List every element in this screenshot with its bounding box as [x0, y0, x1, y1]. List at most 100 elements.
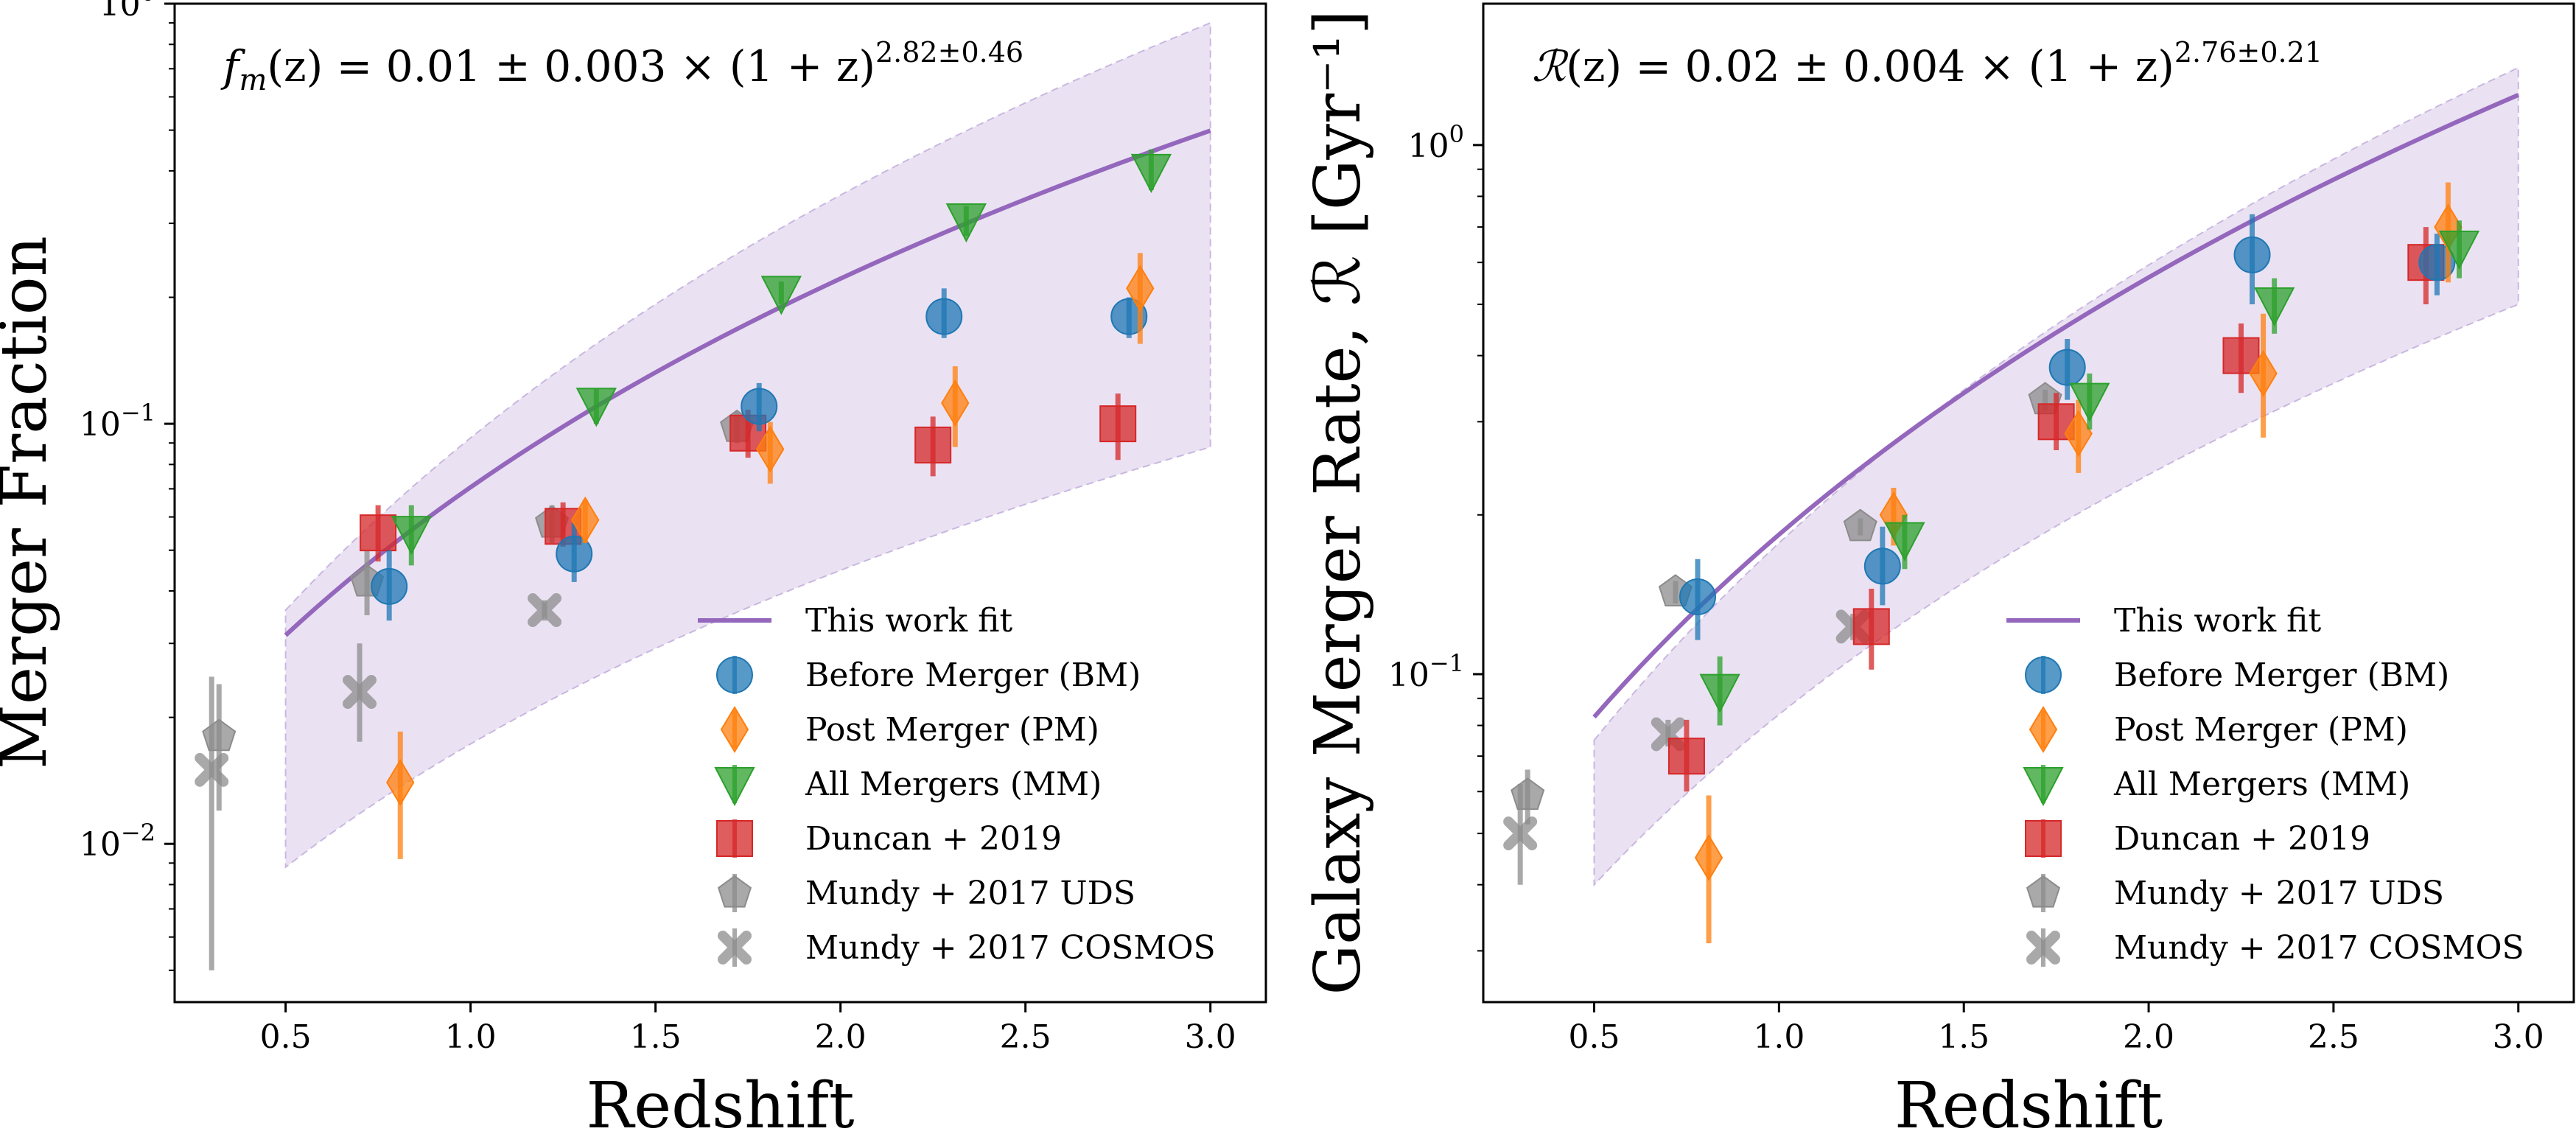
legend-mm-label: All Mergers (MM) — [2113, 766, 2410, 803]
fit-formula: fm(z) = 0.01 ± 0.003 × (1 + z)2.82±0.46 — [220, 36, 1023, 97]
x-axis-label: Redshift — [1894, 1069, 2163, 1134]
duncan-point — [1099, 405, 1137, 443]
legend-cosmos-label: Mundy + 2017 COSMOS — [2114, 929, 2524, 967]
mm-series — [391, 149, 1172, 566]
legend-cosmos-marker — [2026, 931, 2060, 965]
bm-point — [1863, 547, 1901, 585]
duncan-point — [914, 426, 952, 463]
bm-series — [1679, 214, 2456, 640]
legend-duncan-label: Duncan + 2019 — [2114, 820, 2370, 858]
pm-point — [1126, 265, 1155, 312]
uds-point — [1511, 777, 1545, 811]
fit-confidence-band — [1593, 66, 2519, 887]
x-tick-label: 1.5 — [630, 1018, 682, 1056]
y-tick-label: 10−1 — [80, 399, 155, 444]
uds-point — [202, 718, 237, 752]
uds-series — [1511, 382, 2062, 825]
fit-line — [284, 128, 1211, 637]
legend-uds-marker — [717, 875, 752, 908]
legend-duncan-label: Duncan + 2019 — [805, 820, 1062, 858]
merger-fraction-panel: 0.5 1.0 1.5 2.0 2.5 3.0 10−2 10−1 100 Redshift Mer… — [0, 0, 1267, 1134]
mm-point — [391, 516, 432, 556]
pm-point — [571, 496, 600, 544]
legend-pm-label: Post Merger (PM) — [805, 711, 1099, 749]
pm-point — [941, 379, 970, 427]
legend-cosmos-label: Mundy + 2017 COSMOS — [805, 929, 1216, 967]
bm-point — [741, 388, 778, 425]
x-tick-label: 2.5 — [1000, 1018, 1051, 1056]
legend-bm-marker — [2025, 657, 2062, 693]
x-axis-label: Redshift — [586, 1069, 854, 1134]
cosmos-point — [343, 674, 377, 709]
merger-rate-panel: 0.5 1.0 1.5 2.0 2.5 3.0 10−1 100 Redshift Galaxy … — [1301, 2, 2575, 1134]
pm-series — [1694, 182, 2463, 944]
legend-duncan-marker — [716, 820, 753, 857]
mm-point — [2438, 231, 2480, 270]
pm-point — [2249, 349, 2278, 397]
cosmos-point — [528, 593, 562, 628]
legend-mm-marker — [2023, 767, 2064, 807]
mm-point — [575, 388, 617, 427]
cosmos-point — [195, 752, 229, 787]
fit-line — [1592, 93, 2519, 719]
x-tick-label: 1.0 — [445, 1018, 497, 1056]
mm-point — [2069, 382, 2110, 422]
legend-duncan-marker — [2025, 820, 2062, 857]
bm-point — [2048, 349, 2086, 386]
mm-series — [1699, 220, 2480, 726]
axes-frame — [173, 2, 1267, 1004]
legend-uds-label: Mundy + 2017 UDS — [2114, 875, 2444, 912]
mm-point — [945, 203, 987, 243]
axes-frame — [1482, 2, 2575, 1004]
bm-series — [371, 288, 1148, 621]
duncan-point — [1667, 738, 1705, 775]
legend-uds-marker — [2026, 875, 2061, 908]
legend-mm-label: All Mergers (MM) — [805, 766, 1102, 803]
uds-point — [1843, 508, 1877, 542]
mm-point — [1884, 522, 1925, 561]
legend-bm-label: Before Merger (BM) — [805, 657, 1141, 694]
x-tick-label: 1.0 — [1753, 1018, 1805, 1056]
cosmos-series — [1503, 609, 1870, 885]
legend-fit-label: This work fit — [2114, 602, 2322, 640]
legend-uds-label: Mundy + 2017 UDS — [805, 875, 1135, 912]
bm-point — [925, 298, 963, 335]
x-tick-label: 3.0 — [1185, 1018, 1236, 1056]
legend-pm-marker — [720, 706, 749, 753]
mm-point — [2253, 287, 2295, 327]
legend: This work fit Before Merger (BM) Post Merg… — [2006, 602, 2524, 967]
legend-bm-marker — [716, 657, 753, 693]
plot-area — [1503, 66, 2519, 944]
bm-point — [2233, 236, 2271, 273]
x-tick-label: 2.0 — [2123, 1018, 2174, 1056]
legend-fit-label: This work fit — [805, 602, 1013, 640]
y-tick-label: 10−1 — [1388, 649, 1464, 694]
legend-cosmos-marker — [718, 931, 752, 965]
legend-bm-label: Before Merger (BM) — [2114, 657, 2449, 694]
x-tick-label: 0.5 — [1569, 1018, 1620, 1056]
y-tick-label: 100 — [99, 0, 155, 24]
cosmos-series — [195, 593, 562, 970]
legend: This work fit Before Merger (BM) Post Merg… — [698, 602, 1216, 967]
x-tick-label: 3.0 — [2493, 1018, 2544, 1056]
bm-point — [371, 567, 408, 605]
y-tick-label: 100 — [1408, 120, 1464, 165]
mm-point — [760, 276, 802, 315]
cosmos-point — [1503, 816, 1538, 851]
mm-point — [1699, 673, 1740, 713]
fit-formula: ℛ(z) = 0.02 ± 0.004 × (1 + z)2.76±0.21 — [1532, 36, 2323, 91]
x-tick-label: 2.0 — [815, 1018, 867, 1056]
duncan-point — [360, 514, 397, 552]
x-tick-label: 2.5 — [2308, 1018, 2359, 1056]
y-axis-label: Galaxy Merger Rate, ℛ [Gyr⁻¹] — [1301, 10, 1375, 995]
pm-point — [756, 425, 785, 473]
bm-point — [1679, 578, 1716, 616]
plot-area — [195, 21, 1211, 970]
y-axis-label: Merger Fraction — [0, 236, 61, 769]
y-tick-label: 10−2 — [80, 819, 155, 864]
duncan-point — [1852, 608, 1890, 645]
pm-series — [386, 253, 1155, 859]
pm-point — [1694, 834, 1723, 881]
x-tick-label: 0.5 — [260, 1018, 312, 1056]
